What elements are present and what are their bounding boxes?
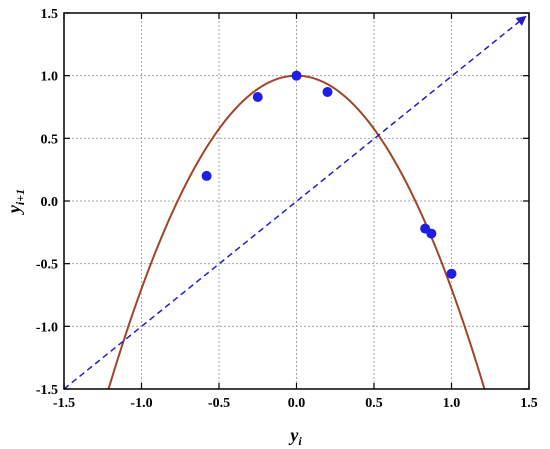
identity-line — [63, 15, 527, 390]
data-point — [291, 70, 302, 81]
y-tick-label: -1.0 — [36, 320, 58, 335]
x-axis-title-sub: i — [298, 434, 302, 448]
y-tick-label: 1.5 — [41, 7, 59, 22]
y-tick-label: 0.0 — [41, 195, 59, 210]
x-tick-label: 0.5 — [365, 396, 383, 411]
y-axis-title-base: y — [4, 204, 24, 215]
y-tick-label: 1.0 — [41, 70, 59, 85]
x-tick-label: -0.5 — [208, 396, 230, 411]
tick-labels: -1.5 -1.0 -0.5 0.0 0.5 1.0 1.5 -1.5 -1.0 -0.5 0.0 0… — [36, 7, 538, 411]
y-tick-label: 0.5 — [41, 132, 59, 147]
points-layer — [201, 70, 457, 279]
data-point — [201, 170, 212, 181]
ticks — [63, 12, 530, 390]
grid — [64, 13, 529, 389]
y-axis-title: yi+1 — [4, 189, 27, 215]
y-axis-title-sub: i+1 — [13, 189, 27, 205]
x-tick-label: 1.5 — [520, 396, 538, 411]
y-tick-label: -0.5 — [36, 258, 58, 273]
x-tick-label: 0.0 — [288, 396, 306, 411]
x-axis-title: yi — [288, 425, 302, 448]
x-tick-label: -1.5 — [53, 396, 75, 411]
x-tick-label: 1.0 — [443, 396, 461, 411]
x-axis-title-base: y — [288, 425, 299, 445]
data-point — [252, 91, 263, 102]
y-tick-label: -1.5 — [36, 383, 58, 398]
identity-line-layer — [63, 15, 527, 390]
data-point — [426, 228, 437, 239]
x-tick-label: -1.0 — [130, 396, 152, 411]
data-point — [446, 268, 457, 279]
data-point — [322, 86, 333, 97]
